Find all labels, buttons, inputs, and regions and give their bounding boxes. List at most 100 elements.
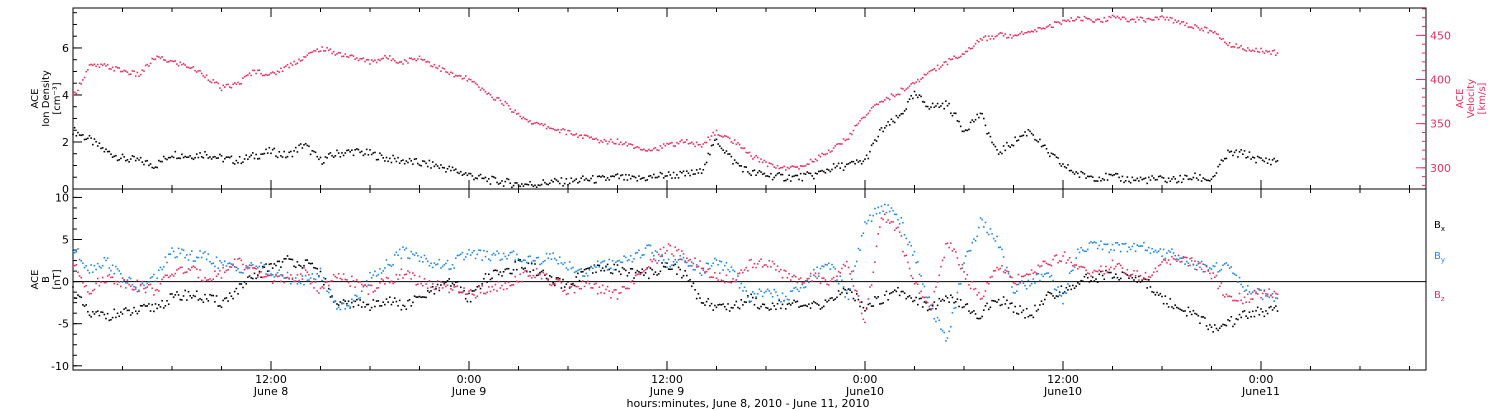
data-point <box>1004 269 1007 271</box>
data-point <box>534 263 536 265</box>
data-point <box>900 113 903 115</box>
data-point <box>1136 16 1139 19</box>
data-point <box>895 114 898 117</box>
data-point <box>1263 290 1266 292</box>
data-point <box>563 182 566 185</box>
data-point <box>1251 156 1254 159</box>
data-point <box>560 177 563 179</box>
data-point <box>1171 255 1173 258</box>
data-point <box>596 175 599 178</box>
data-point <box>273 72 276 74</box>
data-point <box>941 102 944 105</box>
data-point <box>1195 313 1198 316</box>
data-point <box>855 159 858 161</box>
data-point <box>283 281 285 284</box>
data-point <box>907 261 909 264</box>
data-point <box>382 301 384 303</box>
data-point <box>167 303 170 306</box>
data-point <box>352 55 355 57</box>
data-point <box>1166 252 1168 254</box>
data-point <box>1157 250 1160 253</box>
data-point <box>161 268 163 271</box>
data-point <box>646 179 648 181</box>
data-point <box>961 267 964 269</box>
data-point <box>1131 245 1134 248</box>
data-point <box>654 176 657 179</box>
data-point <box>285 65 287 68</box>
data-point <box>1169 263 1172 266</box>
data-point <box>1182 21 1185 23</box>
data-point <box>217 157 219 159</box>
data-point <box>877 206 879 209</box>
data-point <box>128 73 130 76</box>
data-point <box>1110 16 1112 19</box>
data-point <box>73 297 76 299</box>
data-point <box>872 271 875 274</box>
data-point <box>1113 249 1115 252</box>
data-point <box>336 303 338 305</box>
data-point <box>1242 310 1244 313</box>
data-point <box>306 279 309 282</box>
data-point <box>991 141 993 144</box>
data-point <box>674 263 677 266</box>
data-point <box>237 267 239 270</box>
data-point <box>458 254 460 257</box>
data-point <box>176 63 178 65</box>
data-point <box>738 164 741 167</box>
data-point <box>806 305 809 308</box>
data-point <box>535 267 538 270</box>
data-point <box>770 172 772 175</box>
data-point <box>973 310 975 312</box>
data-point <box>700 267 703 270</box>
data-point <box>261 267 264 269</box>
data-point <box>174 60 177 62</box>
plot-frame <box>72 188 1427 371</box>
data-point <box>121 70 124 73</box>
data-point <box>946 337 949 339</box>
data-point <box>225 83 228 86</box>
data-point <box>978 291 980 294</box>
data-point <box>301 278 304 280</box>
data-point <box>75 250 78 253</box>
data-point <box>676 249 678 252</box>
data-point <box>1230 315 1233 318</box>
data-point <box>486 180 488 183</box>
data-point <box>202 252 205 255</box>
data-point <box>908 241 911 243</box>
data-point <box>166 274 168 277</box>
data-point <box>1166 16 1168 19</box>
data-point <box>431 266 434 269</box>
data-point <box>105 259 107 262</box>
data-point <box>182 156 185 159</box>
data-point <box>474 296 477 299</box>
data-point <box>1083 266 1086 269</box>
data-point <box>346 304 348 307</box>
data-point <box>649 149 652 152</box>
data-point <box>1002 35 1005 37</box>
data-point <box>935 105 937 107</box>
data-point <box>1077 267 1079 270</box>
data-point <box>154 166 157 168</box>
data-point <box>804 304 807 307</box>
data-point <box>677 259 680 261</box>
data-point <box>793 165 795 168</box>
data-point <box>818 275 820 277</box>
data-point <box>519 115 521 118</box>
data-point <box>433 262 436 264</box>
data-point <box>862 160 865 163</box>
data-point <box>799 277 802 279</box>
data-point <box>501 258 503 261</box>
data-point <box>296 62 299 65</box>
data-point <box>1025 307 1028 310</box>
data-point <box>954 300 957 303</box>
data-point <box>521 260 523 263</box>
data-point <box>527 255 530 258</box>
data-point <box>714 257 716 260</box>
data-point <box>902 112 904 115</box>
data-point <box>507 254 510 257</box>
data-point <box>864 116 866 119</box>
data-point <box>1078 16 1081 19</box>
data-point <box>200 72 203 75</box>
data-point <box>362 285 365 287</box>
data-point <box>171 247 173 249</box>
